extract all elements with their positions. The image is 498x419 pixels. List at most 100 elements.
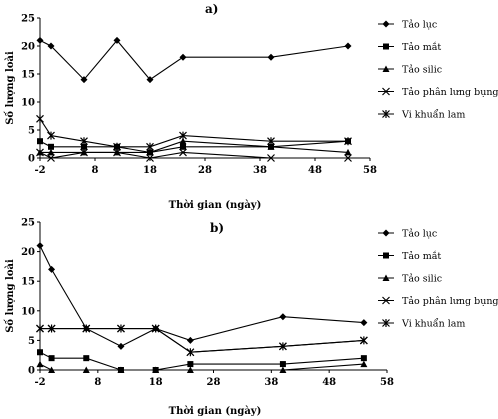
series-line	[40, 328, 364, 353]
y-tick-label: 25	[21, 218, 35, 229]
data-point	[113, 142, 121, 151]
data-point	[359, 336, 368, 345]
data-point	[278, 342, 287, 351]
data-point	[344, 148, 352, 156]
data-point	[117, 366, 125, 373]
data-point	[151, 324, 160, 333]
data-point	[37, 349, 43, 356]
y-tick-label: 15	[21, 70, 35, 81]
legend-marker	[383, 43, 389, 50]
y-axis-title: Số lượng loài	[4, 259, 16, 333]
legend-item: Tảo silic	[378, 274, 442, 285]
data-point	[146, 76, 154, 84]
y-tick-label: 0	[28, 154, 35, 165]
data-point	[179, 131, 187, 140]
chart-panel-b: -2 8 18 28 38 48 58 0 5 10 15 20 25 b) Thời gian (ngày…	[4, 218, 498, 418]
legend-label: Vi khuẩn lam	[401, 318, 465, 330]
x-tick-label: 18	[149, 377, 163, 388]
series-line	[39, 363, 364, 371]
data-point	[82, 366, 90, 373]
y-tick-label: 25	[21, 14, 35, 25]
y-tick-label: 5	[28, 336, 35, 347]
data-point	[47, 42, 55, 50]
legend-label: Tảo phân lưng bụng	[402, 296, 498, 307]
legend-item: Tảo lục	[378, 229, 437, 240]
data-point	[146, 148, 154, 156]
data-point	[279, 313, 287, 321]
legend-marker	[382, 87, 390, 96]
data-point	[360, 319, 368, 327]
legend-item: Tảo phân lưng bụng	[378, 87, 498, 98]
data-point	[81, 143, 87, 150]
series-diamond	[36, 242, 368, 350]
data-point	[117, 342, 125, 350]
y-tick-label: 15	[21, 277, 35, 288]
series-line	[39, 39, 349, 81]
series-line	[40, 140, 349, 153]
data-point	[37, 138, 43, 145]
data-point	[267, 143, 275, 150]
legend-marker	[383, 252, 389, 259]
data-point	[279, 366, 287, 373]
series-line	[39, 245, 364, 347]
data-point	[80, 137, 88, 146]
series-star	[36, 114, 352, 151]
series-triangle	[36, 360, 368, 373]
x-tick-label: -2	[34, 377, 45, 388]
data-point	[186, 366, 194, 373]
data-point	[344, 154, 352, 162]
data-point	[187, 361, 194, 368]
data-point	[47, 324, 56, 333]
data-point	[113, 36, 121, 44]
legend-marker	[382, 296, 390, 305]
x-axis-title: Thời gian (ngày)	[169, 200, 262, 211]
y-tick-label: 20	[21, 42, 35, 53]
legend-marker	[382, 110, 390, 118]
x-tick-label: 18	[143, 165, 157, 176]
data-point	[267, 154, 275, 162]
data-point	[179, 137, 187, 145]
legend-item: Tảo mắt	[378, 41, 441, 53]
data-point	[179, 53, 187, 61]
legend-item: Tảo phân lưng bụng	[378, 296, 498, 307]
data-point	[186, 336, 194, 344]
data-point	[36, 36, 44, 44]
data-point	[47, 154, 55, 162]
x-tick-label: 58	[380, 377, 394, 388]
x-tick-label: 8	[94, 377, 101, 388]
data-point	[48, 366, 56, 373]
legend-label: Tảo mắt	[402, 41, 441, 53]
legend-marker	[382, 20, 390, 28]
data-point	[47, 148, 55, 156]
x-tick-label: 58	[363, 165, 377, 176]
legend-label: Tảo silic	[402, 65, 442, 76]
data-point	[186, 348, 195, 357]
data-point	[36, 324, 44, 333]
x-tick-label: 48	[308, 165, 322, 176]
data-point	[113, 148, 121, 157]
x-tick-label: 8	[92, 165, 99, 176]
legend: Tảo lục Tảo mắt Tảo silic Tảo phân lưng bụn…	[378, 20, 498, 121]
series-line	[39, 140, 349, 153]
legend-marker	[382, 65, 390, 72]
x-tick-label: 48	[322, 377, 336, 388]
legend-item: Tảo lục	[378, 20, 437, 31]
data-point	[83, 355, 90, 362]
data-point	[48, 143, 54, 150]
data-point	[180, 143, 186, 150]
data-point	[48, 355, 55, 362]
data-point	[47, 131, 55, 140]
data-point	[80, 76, 88, 84]
data-point	[360, 355, 367, 362]
data-point	[279, 361, 286, 368]
data-point	[152, 366, 160, 373]
x-tick-label: -2	[34, 165, 45, 176]
data-point	[48, 265, 56, 273]
y-tick-label: 20	[21, 247, 35, 258]
x-tick-label: 38	[264, 377, 278, 388]
y-tick-label: 0	[28, 366, 35, 377]
legend-marker	[382, 274, 390, 281]
y-axis-title: Số lượng loài	[4, 51, 16, 125]
y-tick-label: 10	[21, 98, 35, 109]
legend-label: Tảo mắt	[402, 250, 441, 262]
